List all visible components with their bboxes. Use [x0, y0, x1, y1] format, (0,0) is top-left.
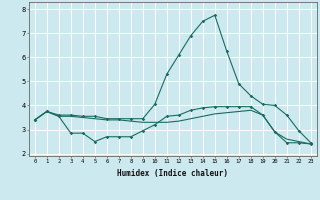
X-axis label: Humidex (Indice chaleur): Humidex (Indice chaleur) [117, 169, 228, 178]
